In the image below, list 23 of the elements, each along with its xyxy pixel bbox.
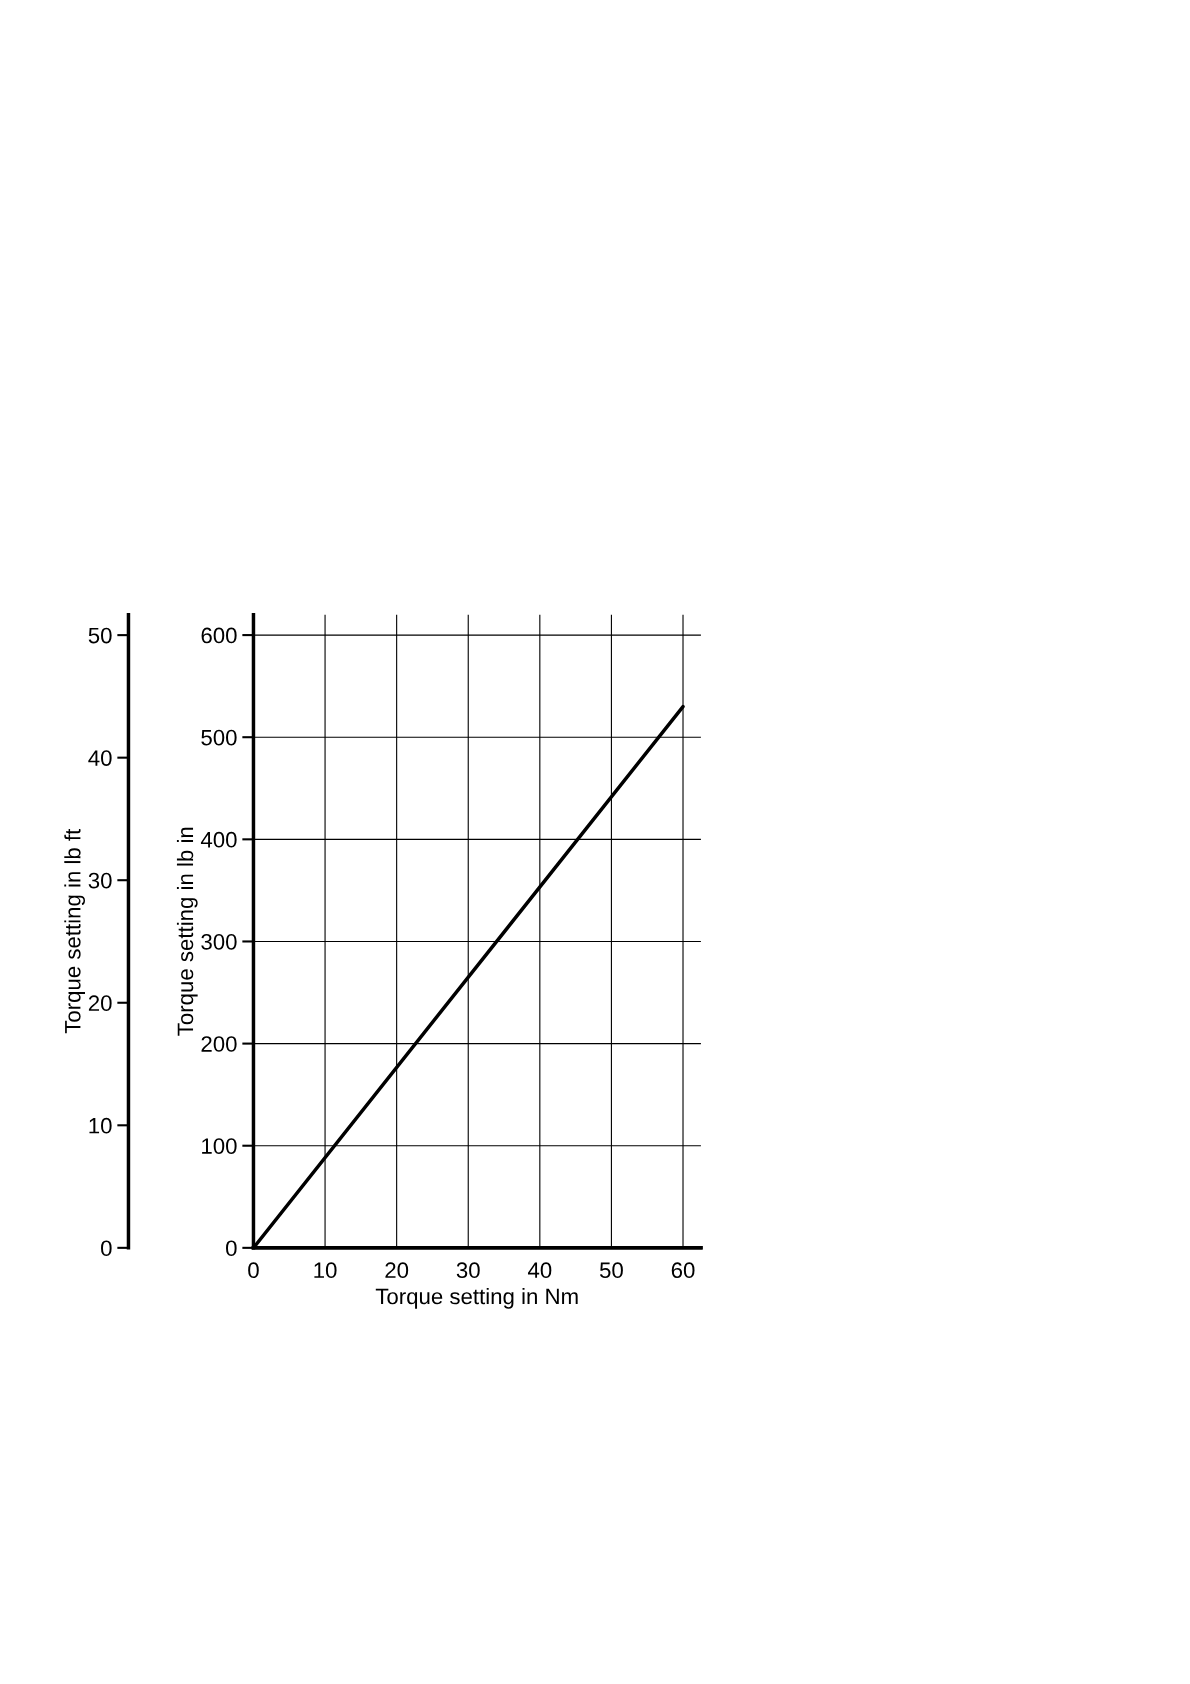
y-tick-label: 300: [201, 934, 237, 950]
y-tick-label: 100: [202, 1138, 237, 1154]
x-tick-label: 10: [314, 1262, 337, 1279]
y2-tick-label: 20: [88, 995, 112, 1012]
x-tick-label: 60: [671, 1262, 695, 1279]
x-tick-label: 0: [248, 1262, 259, 1279]
y2-axis-title: Torque setting in lb ft: [64, 828, 85, 1034]
y2-tick-label: 40: [88, 750, 112, 766]
y-tick-label: 200: [201, 1036, 237, 1052]
x-axis-title: Torque setting in Nm: [375, 1288, 578, 1309]
x-tick-label: 30: [456, 1262, 480, 1279]
y-tick-label: 600: [201, 627, 237, 644]
y-tick-label: 500: [201, 729, 237, 746]
y2-tick-label: 30: [88, 872, 112, 889]
y2-tick-label: 0: [101, 1240, 112, 1257]
x-tick-label: 20: [385, 1262, 409, 1279]
y2-tick-label: 50: [88, 627, 112, 644]
y-axis-title: Torque setting in lb in: [176, 827, 198, 1036]
x-tick-label: 40: [527, 1262, 552, 1279]
y2-tick-label: 10: [89, 1117, 112, 1134]
y-tick-label: 0: [226, 1240, 237, 1257]
x-tick-label: 50: [599, 1262, 623, 1279]
y-tick-label: 400: [200, 831, 237, 848]
